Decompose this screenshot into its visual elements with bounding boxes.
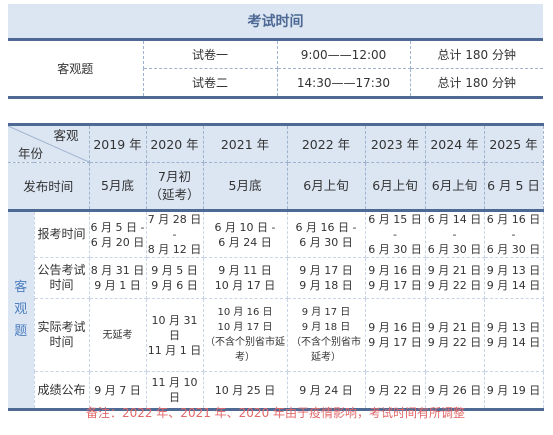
year-header: 2019 年 [89, 123, 147, 163]
table-cell: 9 月 7 日 [89, 371, 147, 411]
table-cell: 11 月 10 日 [146, 371, 204, 411]
table-cell: 9 月 13 日 9 月 14 日 [484, 257, 544, 299]
publish-value: 6月上旬 [425, 162, 485, 212]
table-cell: 9 月 21 日 9 月 22 日 [425, 298, 485, 372]
table-cell: 9 月 19 日 [484, 371, 544, 411]
table-cell: 无延考 [89, 298, 147, 372]
exam-schedule: 考试时间 客观题 试卷一 9:00——12:00 总计 180 分钟 试卷二 1… [8, 4, 544, 420]
publish-value: 7月初 （延考） [146, 162, 204, 212]
table-cell: 9 月 21 日 9 月 22 日 [425, 257, 485, 299]
corner-diagonal [8, 126, 89, 162]
table-cell: 10 月 16 日 10 月 17 日 （不含个别省市延 考） [203, 298, 288, 372]
table-cell: 9 月 17 日 9 月 18 日 [287, 257, 366, 299]
paper-1-name: 试卷一 [143, 39, 278, 69]
publish-value: 6月上旬 [287, 162, 366, 212]
header-corner: 客观 年份 [8, 123, 90, 163]
publish-label: 发布时间 [8, 162, 90, 212]
table-cell: 9 月 16 日 9 月 17 日 [365, 257, 426, 299]
table-cell: 9 月 5 日 9 月 6 日 [146, 257, 204, 299]
row-label: 实际考试 时间 [34, 298, 90, 372]
year-header: 2020 年 [146, 123, 204, 163]
table-cell: 10 月 31 日 11 月 1 日 [146, 298, 204, 372]
paper-2-name: 试卷二 [143, 68, 278, 99]
table-cell: 6 月 16 日 - 6 月 30 日 [484, 210, 544, 258]
row-label: 报考时间 [34, 210, 90, 258]
table-cell: 6 月 10 日 - 6 月 24 日 [203, 210, 288, 258]
exam-time-table: 考试时间 客观题 试卷一 9:00——12:00 总计 180 分钟 试卷二 1… [8, 4, 543, 99]
table-cell: 6 月 14 日 - 6 月 30 日 [425, 210, 485, 258]
table-cell: 9 月 22 日 [365, 371, 426, 411]
table-cell: 9 月 17 日 9 月 18 日 （不含个别省市 延考） [287, 298, 366, 372]
table-row: 实际考试 时间 无延考 10 月 31 日 11 月 1 日 10 月 16 日 10… [8, 298, 544, 372]
corner-top-label: 客观 [53, 128, 79, 143]
table-cell: 9 月 13 日 9 月 14 日 [484, 298, 544, 372]
row-label: 成绩公布 [34, 371, 90, 411]
paper-1-time: 9:00——12:00 [277, 39, 411, 69]
table-cell: 9 月 24 日 [287, 371, 366, 411]
year-header: 2025 年 [484, 123, 544, 163]
year-header: 2023 年 [365, 123, 426, 163]
table-cell: 9 月 16 日 9 月 17 日 [365, 298, 426, 372]
objective-label: 客观题 [8, 39, 144, 99]
table-cell: 9 月 11 日 10 月 17 日 [203, 257, 288, 299]
paper-2-total: 总计 180 分钟 [410, 68, 543, 99]
publish-value: 5月底 [89, 162, 147, 212]
table-cell: 10 月 25 日 [203, 371, 288, 411]
year-header: 2021 年 [203, 123, 288, 163]
publish-value: 6月上旬 [365, 162, 426, 212]
row-label: 公告考试 时间 [34, 257, 90, 299]
table-cell: 6 月 16 日 - 6 月 30 日 [287, 210, 366, 258]
table-cell: 7 月 28 日 - 8 月 12 日 [146, 210, 204, 258]
schedule-table: 客观 年份 2019 年 2020 年 2021 年 2022 年 2023 年 2024… [8, 123, 544, 411]
paper-1-total: 总计 180 分钟 [410, 39, 543, 69]
table-cell: 8 月 31 日 9 月 1 日 [89, 257, 147, 299]
publish-value: 6 月 5 日 [484, 162, 544, 212]
category-label: 客 观 题 [8, 210, 35, 411]
publish-value: 5月底 [203, 162, 288, 212]
table-cell: 9 月 26 日 [425, 371, 485, 411]
exam-time-title: 考试时间 [8, 4, 543, 41]
table-cell: 6 月 5 日 - 6 月 20 日 [89, 210, 147, 258]
footnote: 备注：2022 年、2021 年、2020 年由于疫情影响，考试时间有所调整 [85, 406, 466, 420]
table-cell: 6 月 15 日 - 6 月 30 日 [365, 210, 426, 258]
paper-2-time: 14:30——17:30 [277, 68, 411, 99]
corner-bottom-label: 年份 [18, 146, 44, 161]
year-header: 2022 年 [287, 123, 366, 163]
year-header: 2024 年 [425, 123, 485, 163]
